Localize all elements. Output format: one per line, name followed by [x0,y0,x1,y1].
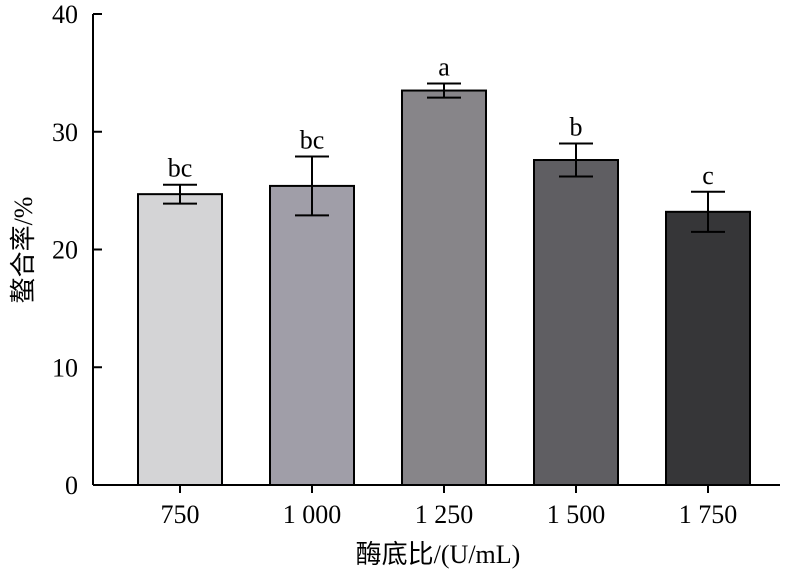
bar [533,159,619,486]
y-tick-label: 30 [52,118,78,147]
bars [137,89,751,486]
error-bar [427,82,461,99]
x-tick-label: 1 500 [547,500,606,529]
y-axis-title: 螯合率/% [9,197,38,304]
significance-label: bc [168,154,193,183]
error-bars [163,82,725,233]
x-tick-label: 1 750 [679,500,738,529]
x-tick-label: 1 250 [415,500,474,529]
x-axis-title: 酶底比/(U/mL) [356,540,521,569]
x-tick-label: 750 [161,500,200,529]
y-tick-label: 0 [65,471,78,500]
bar [665,210,751,486]
bar [269,184,355,486]
y-tick-label: 40 [52,0,78,29]
significance-label: b [570,113,583,142]
y-tick-label: 10 [52,353,78,382]
error-bar [559,142,593,178]
error-bar [163,183,197,205]
bar [401,89,487,486]
x-tick-labels: 750 1 000 1 250 1 500 1 750 [161,500,738,529]
significance-label: bc [300,125,325,154]
error-bar [295,155,329,217]
y-tick-labels: 0 10 20 30 40 [52,0,78,500]
bar [137,193,223,486]
error-bar [691,190,725,233]
significance-label: a [438,52,450,81]
y-tick-label: 20 [52,236,78,265]
significance-label: c [702,161,714,190]
x-tick-label: 1 000 [283,500,342,529]
